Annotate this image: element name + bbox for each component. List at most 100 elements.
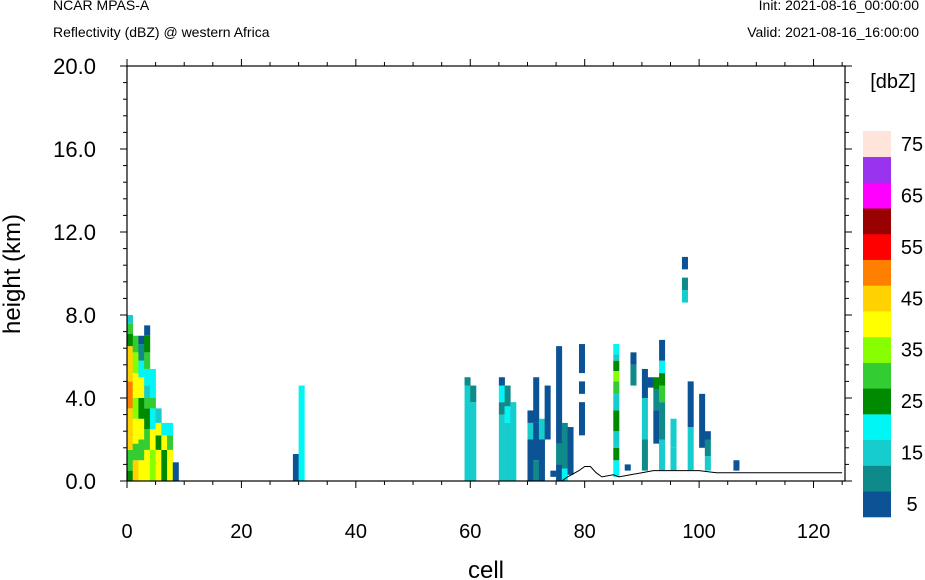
reflectivity-cell (561, 422, 568, 469)
reflectivity-cell (144, 429, 151, 450)
reflectivity-cell (578, 344, 585, 374)
reflectivity-cell (149, 429, 156, 450)
reflectivity-cell (659, 360, 666, 374)
reflectivity-cell (613, 393, 620, 411)
reflectivity-cell (704, 456, 711, 471)
colorbar-label: 55 (901, 237, 923, 259)
reflectivity-cell (155, 435, 162, 450)
reflectivity-cell (561, 468, 568, 481)
reflectivity-cell (132, 335, 139, 353)
reflectivity-cell (138, 418, 145, 440)
x-axis-label: cell (468, 557, 504, 580)
y-axis: 0.0 4.0 8.0 12.0 16.0 20.0 (53, 54, 852, 494)
reflectivity-cell (138, 360, 145, 378)
reflectivity-cell (670, 418, 677, 448)
terrain-line (127, 466, 843, 482)
reflectivity-cell (704, 439, 711, 457)
x-tick-label: 20 (230, 521, 252, 543)
colorbar-label: 5 (906, 494, 917, 516)
reflectivity-cell (504, 406, 511, 423)
reflectivity-cell (292, 454, 299, 481)
reflectivity-cell (144, 449, 151, 481)
x-tick-label: 120 (797, 521, 830, 543)
reflectivity-cell (687, 427, 694, 471)
reflectivity-cell (127, 435, 134, 450)
y-tick-label: 8.0 (65, 303, 96, 328)
reflectivity-cell (127, 333, 134, 347)
reflectivity-cell (144, 385, 151, 398)
reflectivity-cell (127, 323, 134, 334)
reflectivity-cell (550, 470, 557, 477)
reflectivity-cell (132, 398, 139, 419)
colorbar-label: 35 (901, 340, 923, 362)
plot-border (126, 65, 846, 482)
x-tick-label: 40 (345, 521, 367, 543)
reflectivity-cell (144, 398, 151, 409)
reflectivity-cell (641, 368, 648, 398)
reflectivity-cell (127, 449, 134, 471)
reflectivity-cell (167, 422, 174, 436)
reflectivity-cell (172, 462, 179, 481)
colorbar-swatch (863, 465, 891, 492)
reflectivity-cell (149, 449, 156, 481)
colorbar-label: 15 (901, 443, 923, 465)
reflectivity-cell (544, 385, 551, 440)
reflectivity-cell (653, 377, 660, 390)
reflectivity-cell (630, 364, 637, 386)
y-tick-label: 4.0 (65, 386, 96, 411)
reflectivity-cell (687, 381, 694, 428)
reflectivity-cell (498, 402, 505, 415)
reflectivity-cell (144, 368, 151, 386)
reflectivity-cell (624, 464, 631, 471)
colorbar-swatch (863, 233, 891, 260)
colorbar: 5 15 25 35 45 55 65 75 (863, 131, 923, 518)
reflectivity-cell (127, 408, 134, 436)
x-tick-label: 0 (121, 521, 132, 543)
reflectivity-cell (556, 464, 563, 481)
reflectivity-cell (613, 460, 620, 477)
reflectivity-cells (127, 256, 740, 481)
x-tick-label: 60 (459, 521, 481, 543)
reflectivity-cell (144, 408, 151, 430)
reflectivity-cell (132, 460, 139, 481)
colorbar-swatch (863, 362, 891, 389)
colorbar-title: [dbZ] (870, 71, 916, 93)
chart-title: NCAR MPAS-A (53, 0, 150, 13)
reflectivity-cell (527, 422, 534, 440)
reflectivity-cell (161, 422, 168, 436)
y-axis-label: height (km) (0, 214, 26, 334)
reflectivity-cell (498, 385, 505, 403)
colorbar-swatch (863, 285, 891, 312)
reflectivity-cell (149, 398, 156, 409)
valid-time: Valid: 2021-08-16_16:00:00 (747, 24, 919, 40)
colorbar-label: 25 (901, 391, 923, 413)
colorbar-label: 45 (901, 288, 923, 310)
reflectivity-cell (613, 410, 620, 432)
reflectivity-cell (132, 443, 139, 461)
colorbar-swatch (863, 388, 891, 415)
reflectivity-cell (647, 377, 654, 388)
reflectivity-cell (556, 398, 563, 444)
reflectivity-cell (149, 408, 156, 430)
y-tick-label: 20.0 (53, 54, 96, 79)
reflectivity-cell (653, 389, 660, 411)
colorbar-label: 75 (901, 134, 923, 156)
reflectivity-cell (504, 422, 511, 481)
colorbar-swatch (863, 439, 891, 466)
reflectivity-cell (138, 335, 145, 345)
reflectivity-cell (161, 449, 168, 481)
reflectivity-cell (681, 290, 688, 303)
reflectivity-cell (127, 315, 134, 324)
reflectivity-cell (138, 439, 145, 461)
colorbar-swatch (863, 414, 891, 441)
reflectivity-cell (149, 368, 156, 398)
reflectivity-cell (538, 418, 545, 440)
reflectivity-cell (613, 354, 620, 361)
reflectivity-cell (659, 339, 666, 361)
reflectivity-cell (556, 443, 563, 465)
reflectivity-cell (659, 385, 666, 403)
reflectivity-cell (556, 346, 563, 398)
reflectivity-cell (127, 470, 134, 481)
reflectivity-cell (641, 439, 648, 471)
